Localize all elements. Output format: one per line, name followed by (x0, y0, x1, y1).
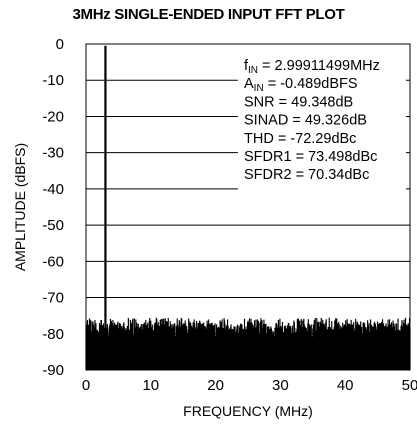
plot-frame (85, 43, 411, 371)
annotation-line: SINAD = 49.326dB (244, 113, 367, 129)
annotation-line: SFDR2 = 70.34dBc (244, 167, 369, 183)
noise-floor (85, 317, 411, 370)
x-tick-label: 10 (142, 377, 159, 394)
annotation-line: SNR = 49.348dB (244, 94, 353, 110)
x-tick-label: 50 (402, 377, 417, 394)
annotation-line: AIN = -0.489dBFS (244, 76, 358, 94)
y-tick-label: -10 (42, 72, 64, 89)
chart-title: 3MHz SINGLE-ENDED INPUT FFT PLOT (72, 6, 345, 23)
y-tick-label: 0 (56, 36, 64, 53)
x-tick-label: 40 (337, 377, 354, 394)
annotation-line: SFDR1 = 73.498dBc (244, 149, 377, 165)
x-tick-label: 0 (82, 377, 90, 394)
y-tick-label: -80 (42, 326, 64, 343)
x-tick-label: 20 (207, 377, 224, 394)
y-tick-label: -40 (42, 181, 64, 198)
y-axis-title: AMPLITUDE (dBFS) (12, 143, 28, 271)
y-tick-label: -70 (42, 290, 64, 307)
annotation-line: fIN = 2.99911499MHz (244, 58, 380, 76)
y-tick-label: -20 (42, 108, 64, 125)
axis-ticks: 0 -10 -20 -30 -40 -50 -60 -70 -80 -90 0 10 20 30 40 50 (42, 36, 417, 394)
x-tick-label: 30 (272, 377, 289, 394)
y-tick-label: -60 (42, 253, 64, 270)
y-tick-label: -30 (42, 145, 64, 162)
annotation-background (238, 56, 406, 208)
y-tick-label: -90 (42, 362, 64, 379)
x-axis-title: FREQUENCY (MHz) (183, 403, 313, 419)
y-tick-label: -50 (42, 217, 64, 234)
annotation-line: THD = -72.29dBc (244, 131, 356, 147)
